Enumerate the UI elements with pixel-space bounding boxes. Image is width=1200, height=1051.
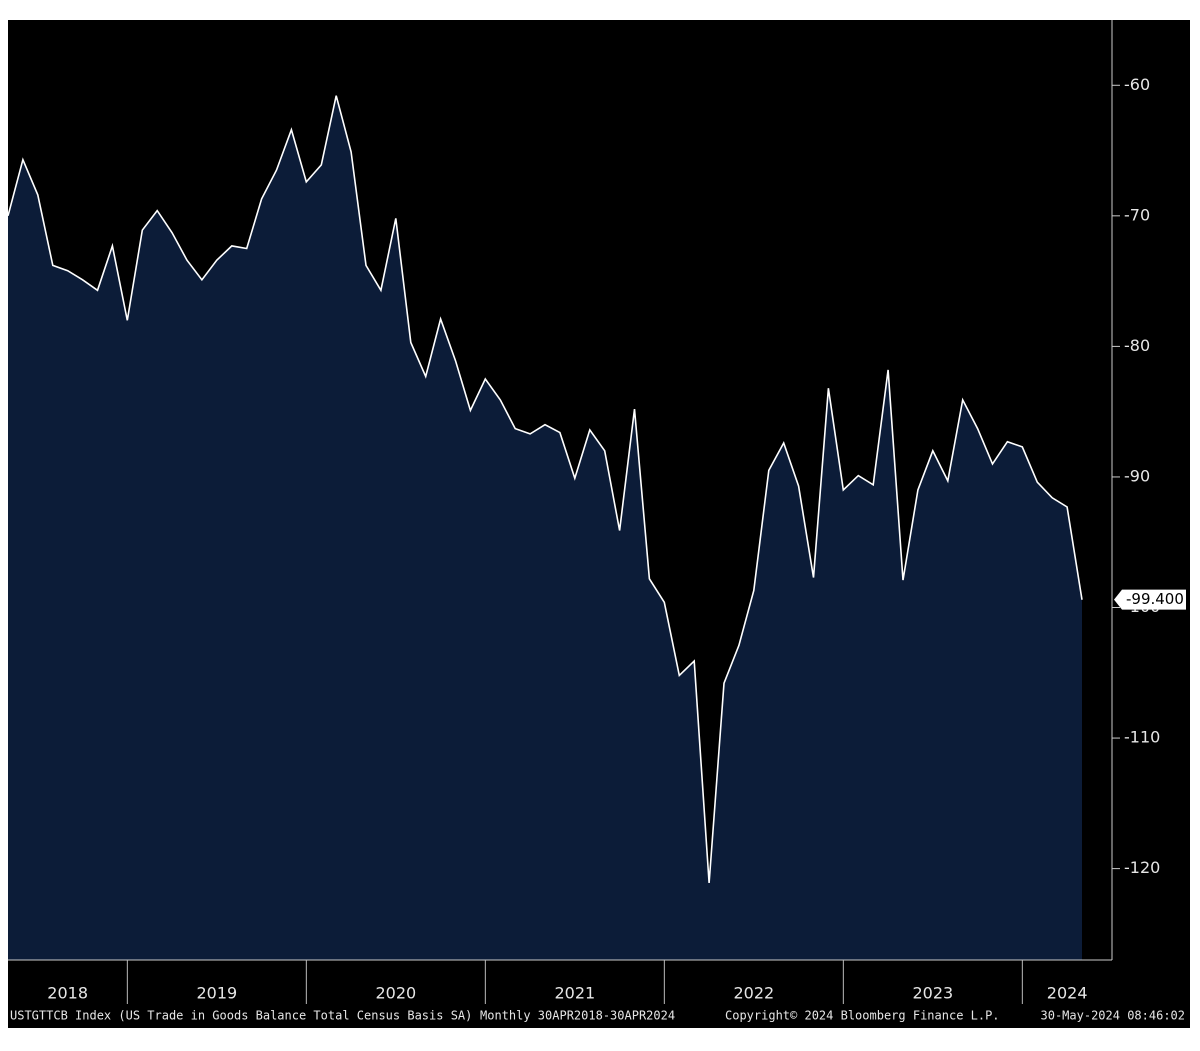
area [8, 95, 1082, 960]
y-tick-label: -110 [1124, 728, 1160, 747]
y-tick-label: -80 [1124, 336, 1150, 355]
x-tick-label: 2024 [1047, 984, 1088, 1003]
line [7, 95, 1083, 884]
y-tick-label: -60 [1124, 75, 1150, 94]
x-tick-label: 2023 [912, 984, 953, 1003]
y-tick-label: -70 [1124, 205, 1150, 224]
value-label: -99.400 [1126, 590, 1184, 608]
value-callout [1114, 589, 1186, 610]
footer-period: Monthly 30APR2018-30APR2024 [480, 1009, 675, 1023]
footer-copyright: Copyright© 2024 Bloomberg Finance L.P. [725, 1009, 1000, 1023]
footer-description: USTGTTCB Index (US Trade in Goods Balanc… [10, 1009, 472, 1023]
x-tick-label: 2018 [47, 984, 88, 1003]
footer-timestamp: 30-May-2024 08:46:02 [1041, 1009, 1186, 1023]
x-tick-label: 2020 [375, 984, 416, 1003]
x-tick-label: 2019 [196, 984, 237, 1003]
y-tick-label: -90 [1124, 466, 1150, 485]
x-tick-label: 2021 [554, 984, 595, 1003]
y-tick-label: -120 [1124, 858, 1160, 877]
x-tick-label: 2022 [733, 984, 774, 1003]
